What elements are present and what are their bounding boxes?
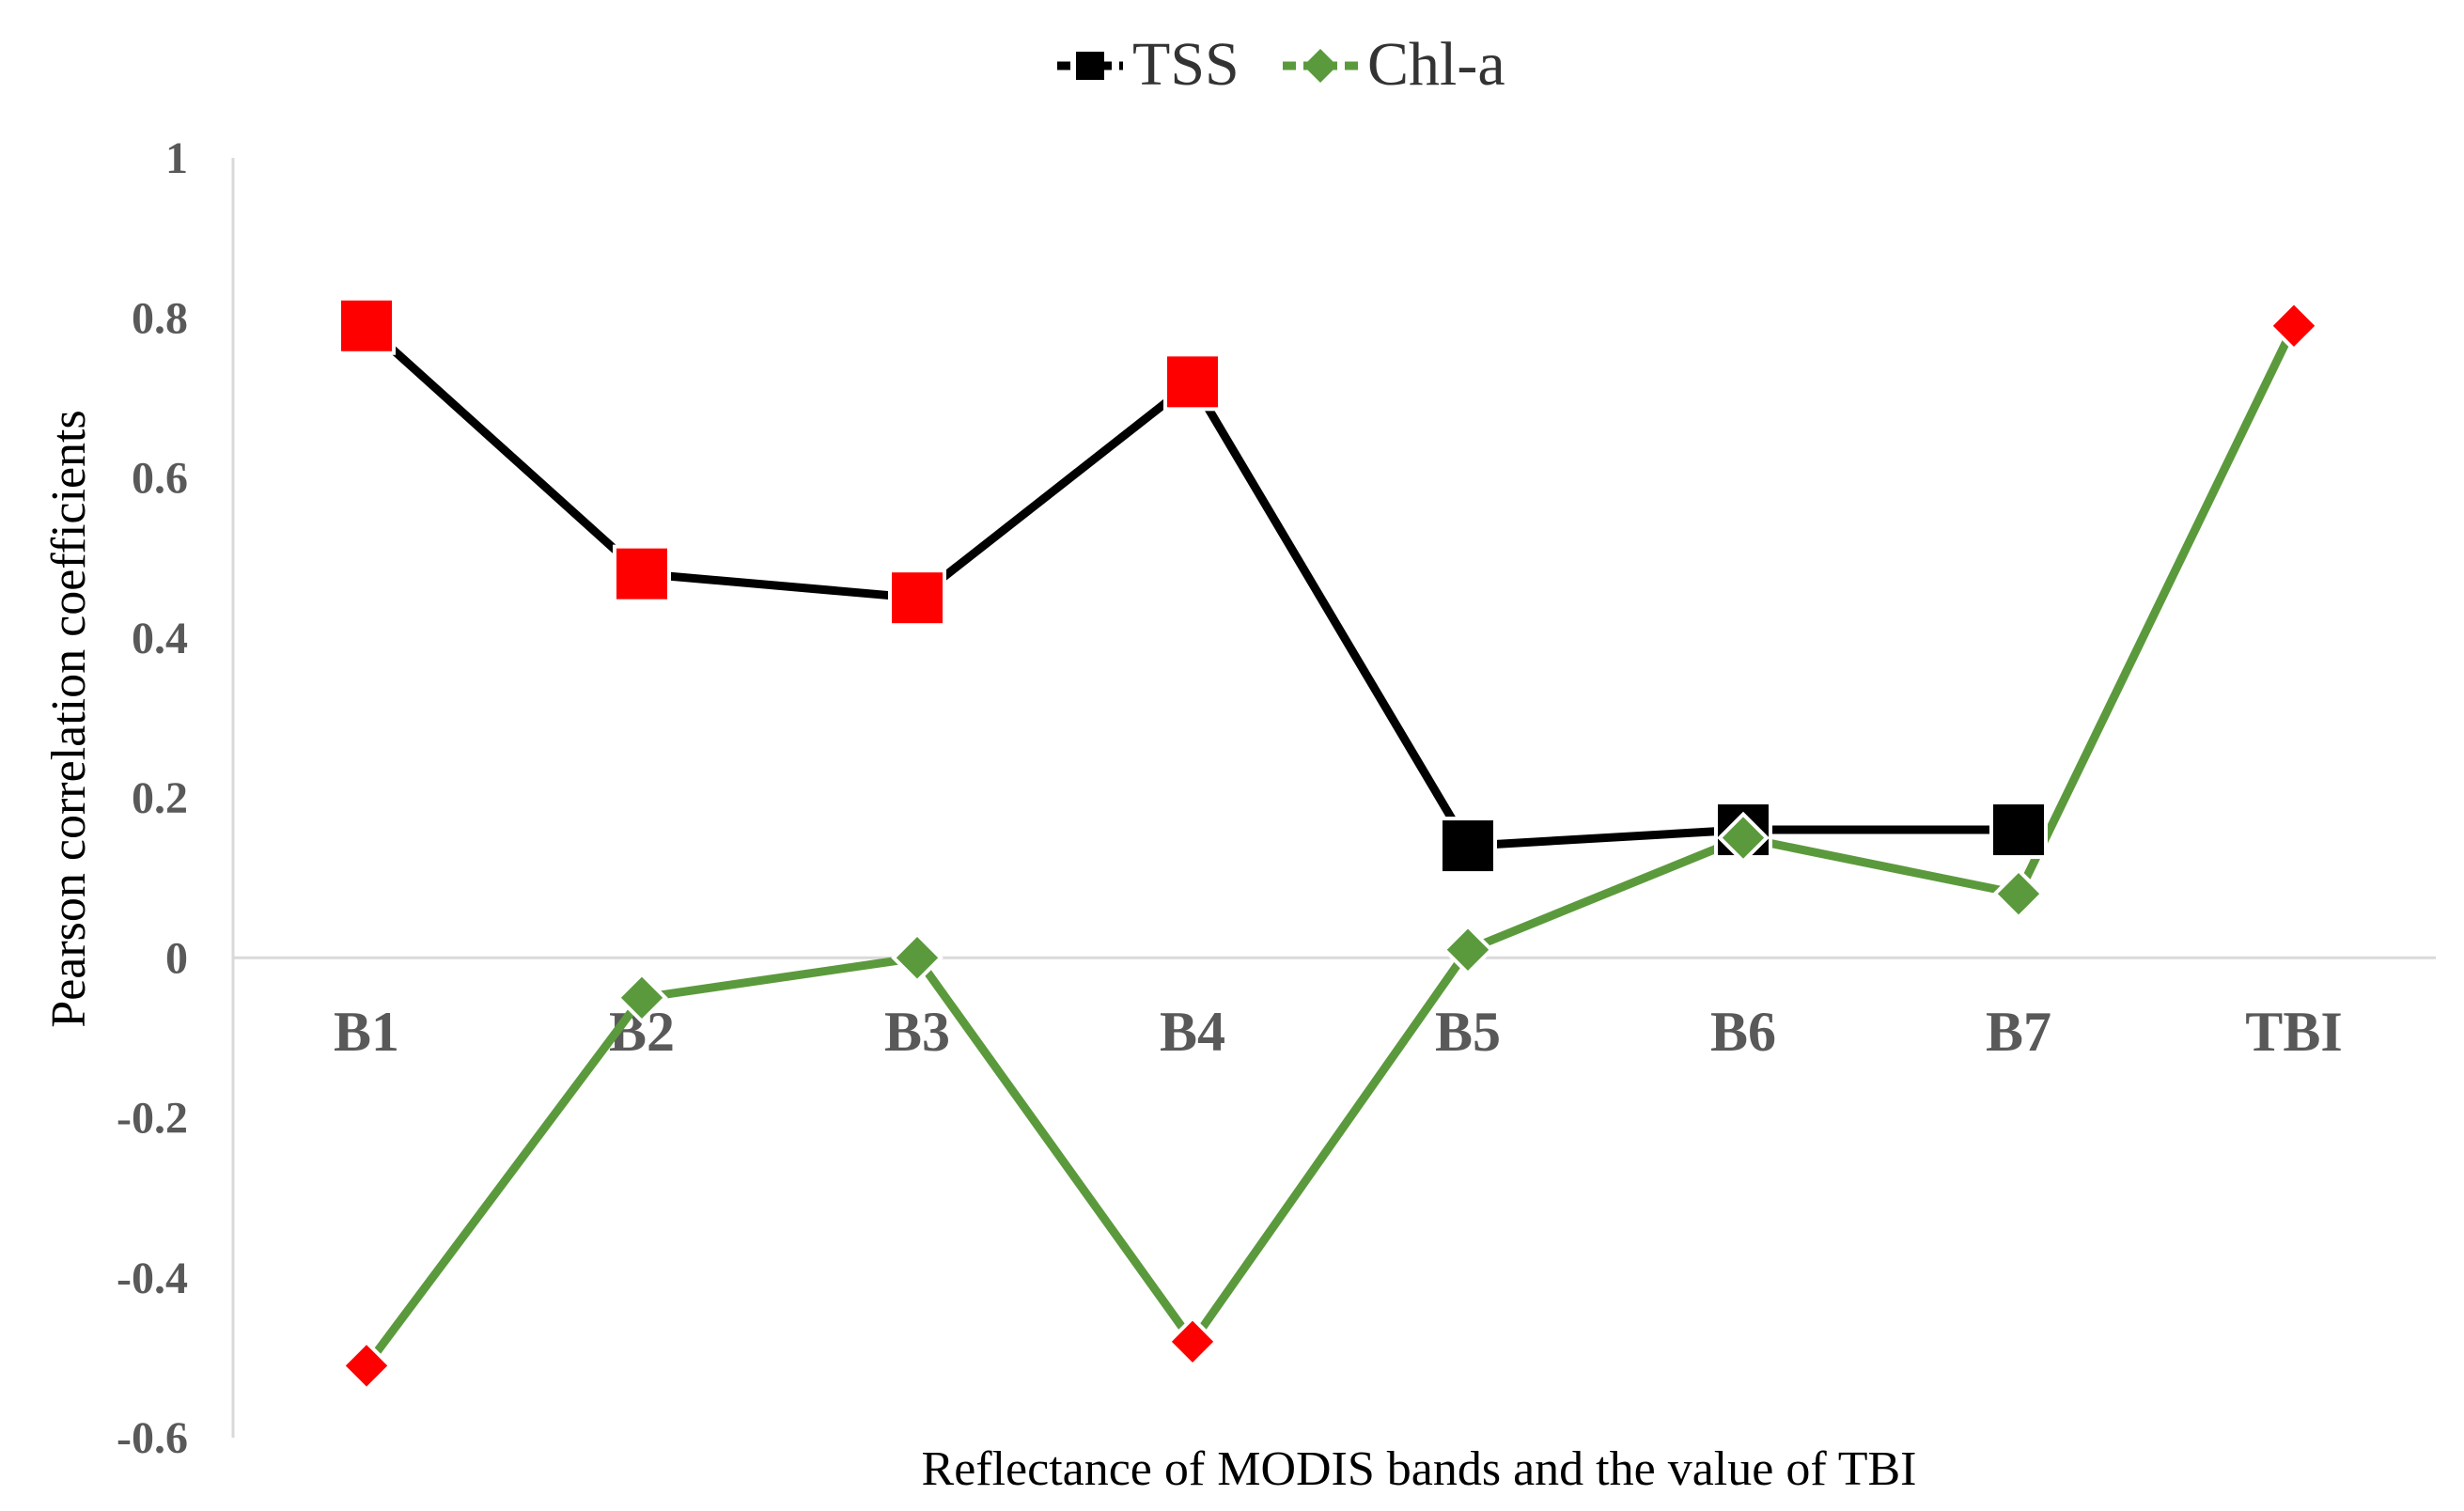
data-point-tss	[888, 569, 946, 628]
data-point-tss	[1989, 801, 2048, 860]
series-line-chl-a	[363, 323, 2299, 1369]
data-point-tss	[337, 296, 396, 355]
y-tick-label: 0.2	[132, 773, 188, 823]
legend-chl-a-marker	[1303, 49, 1337, 83]
data-point-chl-a	[1992, 867, 2045, 920]
x-tick-label: TBI	[2245, 1001, 2342, 1063]
y-tick-label: -0.6	[117, 1413, 188, 1463]
legend-item-chl-a: Chl-a	[1283, 30, 1505, 99]
data-point-tss	[613, 544, 671, 603]
data-point-chl-a	[891, 931, 943, 985]
y-tick-label: 0.4	[132, 614, 188, 663]
series-markers	[337, 296, 2320, 1393]
data-point-chl-a	[1166, 1316, 1219, 1368]
data-point-tss	[1439, 817, 1497, 876]
y-tick-label: -0.4	[117, 1254, 188, 1303]
y-axis-title: Pearson correlation coefficients	[42, 410, 96, 1027]
data-point-tss	[1163, 352, 1222, 412]
legend-tss-marker	[1076, 52, 1104, 80]
legend: TSS Chl-a	[1057, 30, 1505, 99]
y-tick-label: 0	[165, 933, 188, 983]
x-tick-label: B5	[1435, 1001, 1501, 1063]
y-tick-label: -0.2	[117, 1094, 188, 1144]
data-point-chl-a	[2268, 299, 2320, 352]
x-tick-label: B6	[1710, 1001, 1776, 1063]
x-axis-title: Reflectance of MODIS bands and the value…	[922, 1442, 1917, 1496]
data-point-chl-a	[340, 1339, 393, 1393]
x-tick-label: B7	[1986, 1001, 2051, 1063]
y-tick-label: 0.8	[132, 293, 188, 343]
data-point-chl-a	[1442, 923, 1494, 976]
x-tick-label: B4	[1160, 1001, 1225, 1063]
data-point-chl-a	[616, 971, 668, 1024]
legend-tss-label: TSS	[1132, 30, 1240, 99]
x-tick-label: B1	[334, 1001, 399, 1063]
legend-item-tss: TSS	[1057, 30, 1240, 99]
y-tick-labels: 1 0.8 0.6 0.4 0.2 0 -0.2 -0.4 -0.6	[117, 133, 188, 1463]
y-tick-label: 1	[165, 133, 188, 183]
legend-chl-a-label: Chl-a	[1367, 30, 1505, 99]
y-tick-label: 0.6	[132, 454, 188, 504]
x-tick-label: B3	[884, 1001, 950, 1063]
x-tick-labels: B1 B2 B3 B4 B5 B6 B7 TBI	[334, 1001, 2343, 1063]
data-point-chl-a	[1717, 811, 1770, 865]
